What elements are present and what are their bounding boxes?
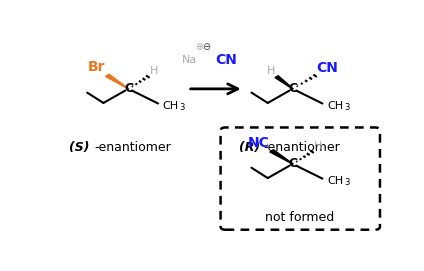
Text: H: H <box>314 141 322 151</box>
Text: CN: CN <box>317 61 339 75</box>
Text: 3: 3 <box>344 103 349 112</box>
Text: -enantiomer: -enantiomer <box>263 141 340 154</box>
Text: ⊖: ⊖ <box>202 42 211 52</box>
Text: C: C <box>288 157 298 170</box>
Text: Na: Na <box>182 55 198 65</box>
Text: 3: 3 <box>344 179 349 188</box>
Text: CN: CN <box>216 53 237 67</box>
Text: CH: CH <box>162 101 179 111</box>
Text: H: H <box>149 66 158 76</box>
Text: -enantiomer: -enantiomer <box>94 141 171 154</box>
Text: 3: 3 <box>180 103 185 112</box>
Text: (​R​): (​R​) <box>239 141 260 154</box>
Text: H: H <box>267 66 275 76</box>
Polygon shape <box>270 150 293 164</box>
Text: ⊕: ⊕ <box>195 42 203 52</box>
Text: (​S​): (​S​) <box>70 141 90 154</box>
Text: C: C <box>288 82 298 95</box>
Text: CH: CH <box>327 176 343 186</box>
Text: NC: NC <box>248 136 270 150</box>
Polygon shape <box>275 76 293 89</box>
Text: CH: CH <box>327 101 343 111</box>
Text: not formed: not formed <box>265 211 334 224</box>
Text: Br: Br <box>88 60 106 74</box>
Text: C: C <box>124 82 133 95</box>
Polygon shape <box>106 74 129 89</box>
